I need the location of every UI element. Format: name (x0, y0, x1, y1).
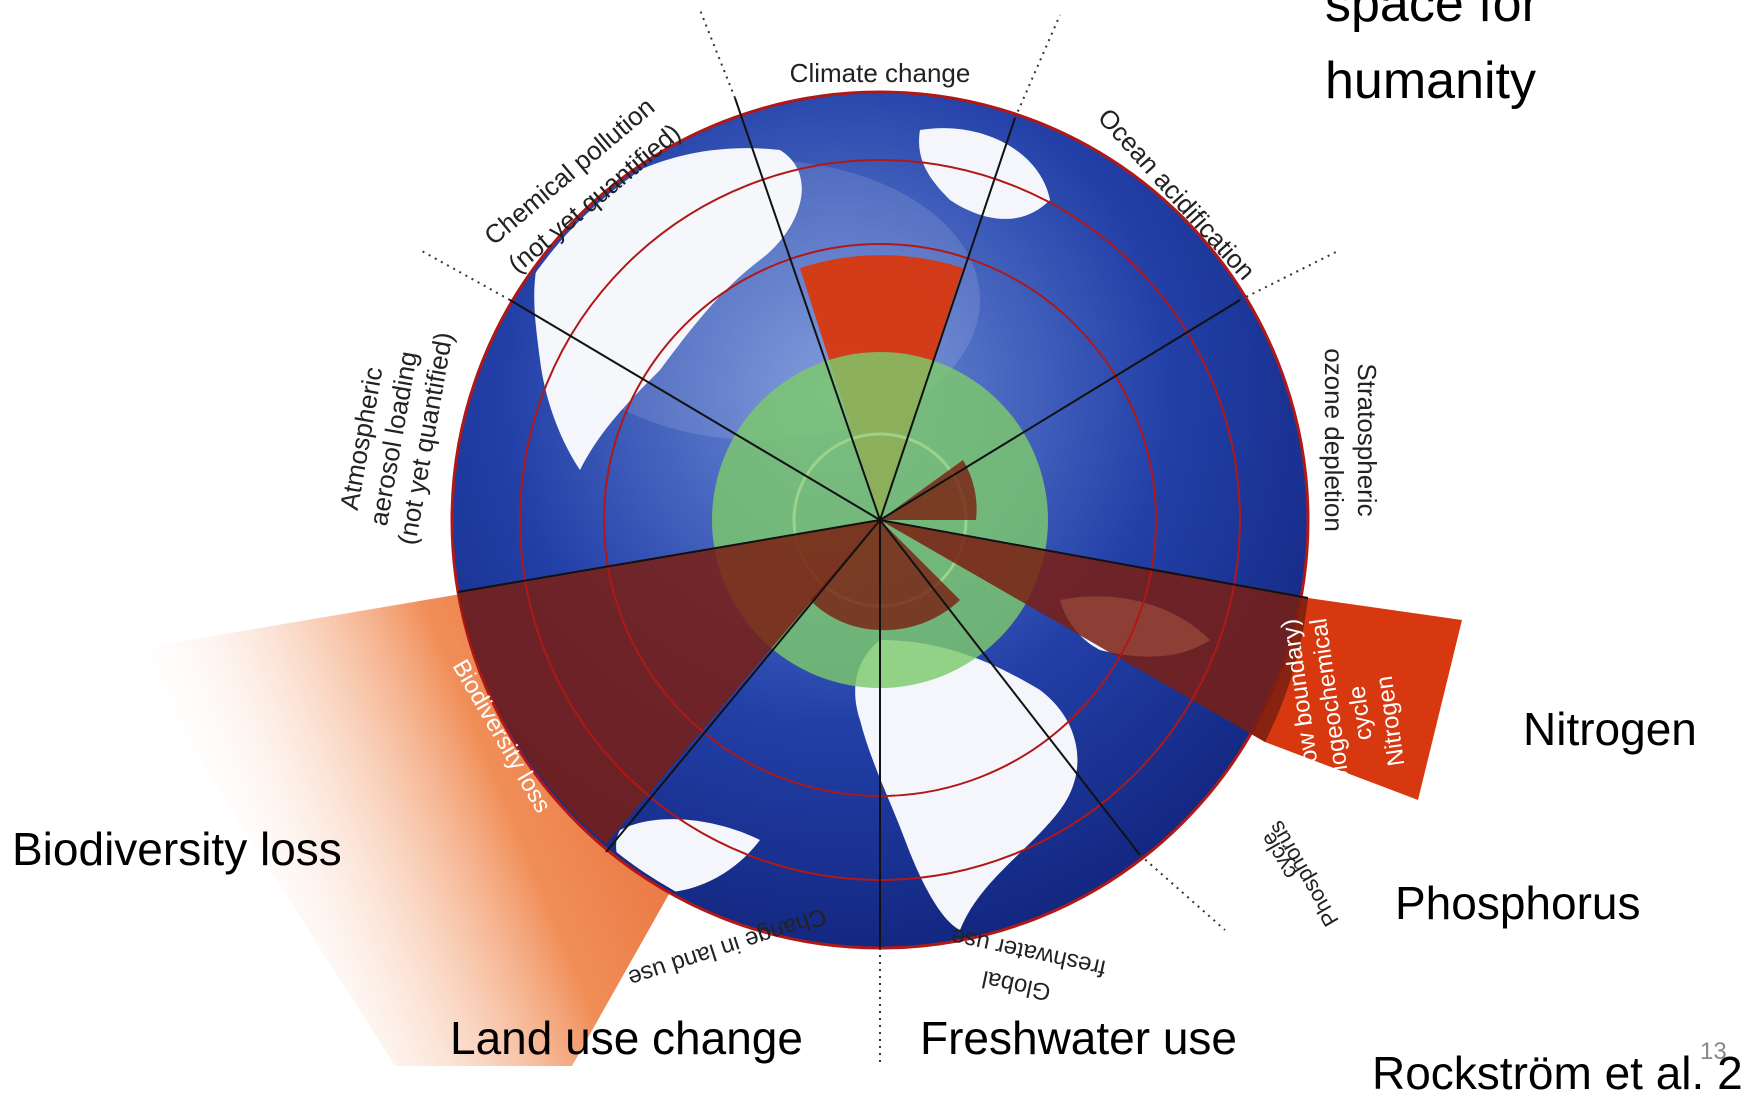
label-freshwater-use: Freshwater use (920, 1012, 1238, 1064)
biodiversity-inner-overshoot (458, 520, 880, 844)
sector-dividers (457, 97, 1309, 948)
nitrogen-inner-overshoot (880, 520, 1308, 742)
freshwater-inner (880, 520, 960, 631)
land-inner (810, 520, 880, 630)
slide-title-line-1: space for (1325, 0, 1539, 33)
label-fresh-1: Global (980, 965, 1053, 1006)
page-number: 13 (1700, 1038, 1727, 1065)
planetary-boundaries-diagram: Climate change Ocean acidification Strat… (130, 9, 1462, 1066)
citation: Rockström et al. 20 (1372, 1047, 1742, 1099)
label-ozone-2: ozone depletion (1319, 348, 1349, 532)
label-biodiversity-loss: Biodiversity loss (12, 823, 342, 875)
label-climate: Climate change (790, 58, 971, 88)
label-nitrogen: Nitrogen (1523, 703, 1697, 755)
label-land-use-change: Land use change (450, 1012, 803, 1064)
slide-title-line-2: humanity (1325, 52, 1536, 110)
dotted-outer-dividers (419, 9, 1341, 1066)
label-ozone-1: Stratospheric (1352, 363, 1382, 516)
label-phosphorus: Phosphorus (1395, 877, 1641, 929)
label-fresh-2: freshwater use (949, 923, 1109, 982)
slide: Climate change Ocean acidification Strat… (12, 0, 1742, 1096)
